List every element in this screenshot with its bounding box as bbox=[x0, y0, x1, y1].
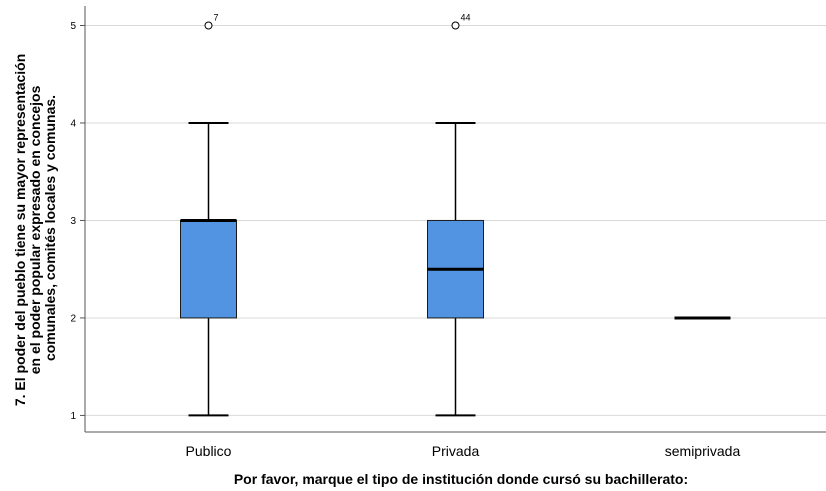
y-tick-label-3: 3 bbox=[70, 216, 76, 227]
box-layer bbox=[180, 21, 731, 417]
x-axis-title: Por favor, marque el tipo de institución… bbox=[234, 471, 688, 487]
y-tick-label-4: 4 bbox=[70, 118, 76, 129]
outlier-marker-privada-0 bbox=[451, 21, 460, 30]
x-category-label-publico: Publico bbox=[186, 443, 232, 459]
box-publico bbox=[180, 219, 237, 319]
y-tick-label-5: 5 bbox=[70, 21, 76, 32]
y-axis-title-line-3: comunales, comités locales y comunas. bbox=[42, 95, 58, 361]
y-tick-label-1: 1 bbox=[70, 411, 76, 422]
y-axis-title: 7. El poder del pueblo tiene su mayor re… bbox=[12, 50, 58, 406]
box-group-publico bbox=[180, 21, 237, 417]
y-axis-title-line-2: en el poder popular expresado en concejo… bbox=[27, 85, 43, 374]
outlier-label-privada-0: 44 bbox=[461, 12, 471, 22]
x-category-label-privada: Privada bbox=[432, 443, 480, 459]
axis-layer bbox=[80, 6, 826, 433]
box-group-privada bbox=[427, 21, 484, 417]
outlier-label-publico-0: 7 bbox=[214, 12, 219, 22]
label-layer: 1 2 3 4 5 7 Publico 44 Privada semiprivada bbox=[70, 12, 740, 459]
outlier-marker-publico-0 bbox=[204, 21, 213, 30]
y-tick-label-2: 2 bbox=[70, 313, 76, 324]
x-category-label-semiprivada: semiprivada bbox=[665, 443, 741, 459]
y-axis-title-line-1: 7. El poder del pueblo tiene su mayor re… bbox=[12, 54, 28, 406]
